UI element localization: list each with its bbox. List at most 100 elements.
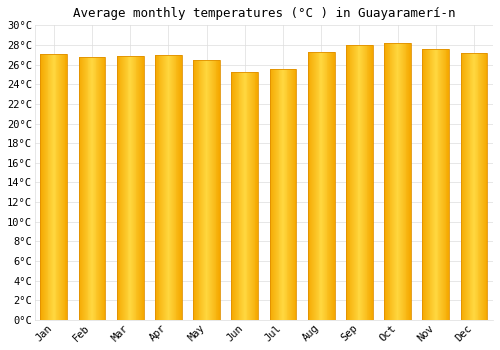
Bar	[390, 43, 392, 320]
Bar	[274, 70, 275, 320]
Bar	[164, 55, 165, 320]
Bar	[476, 53, 478, 320]
Bar	[310, 52, 312, 320]
Bar	[235, 72, 236, 320]
Bar	[58, 54, 59, 320]
Bar	[425, 49, 426, 320]
Bar	[53, 54, 54, 320]
Bar	[236, 72, 237, 320]
Bar	[326, 52, 328, 320]
Bar	[428, 49, 430, 320]
Bar	[40, 54, 67, 320]
Bar	[473, 53, 474, 320]
Bar	[102, 57, 104, 320]
Bar	[446, 49, 448, 320]
Bar	[244, 72, 245, 320]
Bar	[275, 70, 276, 320]
Bar	[363, 45, 364, 320]
Bar	[134, 56, 136, 320]
Bar	[252, 72, 253, 320]
Bar	[170, 55, 171, 320]
Bar	[366, 45, 368, 320]
Bar	[462, 53, 464, 320]
Bar	[181, 55, 182, 320]
Bar	[347, 45, 348, 320]
Bar	[292, 70, 293, 320]
Bar	[139, 56, 140, 320]
Bar	[294, 70, 296, 320]
Bar	[162, 55, 163, 320]
Bar	[442, 49, 443, 320]
Bar	[85, 57, 86, 320]
Bar	[323, 52, 324, 320]
Bar	[196, 60, 197, 320]
Bar	[132, 56, 133, 320]
Bar	[409, 43, 410, 320]
Bar	[394, 43, 395, 320]
Bar	[124, 56, 125, 320]
Bar	[434, 49, 435, 320]
Bar	[238, 72, 240, 320]
Bar	[406, 43, 408, 320]
Bar	[241, 72, 242, 320]
Bar	[395, 43, 396, 320]
Bar	[104, 57, 106, 320]
Bar	[200, 60, 201, 320]
Bar	[478, 53, 480, 320]
Bar	[168, 55, 170, 320]
Bar	[290, 70, 291, 320]
Bar	[288, 70, 289, 320]
Bar	[354, 45, 355, 320]
Bar	[248, 72, 249, 320]
Bar	[387, 43, 388, 320]
Bar	[206, 60, 208, 320]
Bar	[245, 72, 246, 320]
Bar	[346, 45, 347, 320]
Bar	[130, 56, 131, 320]
Bar	[44, 54, 45, 320]
Bar	[328, 52, 329, 320]
Bar	[98, 57, 99, 320]
Bar	[422, 49, 449, 320]
Bar	[173, 55, 174, 320]
Bar	[54, 54, 56, 320]
Bar	[484, 53, 486, 320]
Bar	[46, 54, 48, 320]
Bar	[90, 57, 91, 320]
Bar	[346, 45, 372, 320]
Bar	[213, 60, 214, 320]
Bar	[398, 43, 400, 320]
Bar	[234, 72, 235, 320]
Bar	[210, 60, 211, 320]
Bar	[208, 60, 210, 320]
Bar	[314, 52, 315, 320]
Bar	[486, 53, 488, 320]
Bar	[232, 72, 258, 320]
Bar	[396, 43, 398, 320]
Bar	[481, 53, 482, 320]
Bar	[384, 43, 385, 320]
Bar	[282, 70, 283, 320]
Bar	[433, 49, 434, 320]
Bar	[353, 45, 354, 320]
Bar	[286, 70, 288, 320]
Bar	[93, 57, 94, 320]
Bar	[133, 56, 134, 320]
Bar	[440, 49, 441, 320]
Bar	[212, 60, 213, 320]
Bar	[163, 55, 164, 320]
Bar	[475, 53, 476, 320]
Bar	[401, 43, 402, 320]
Bar	[408, 43, 409, 320]
Bar	[358, 45, 360, 320]
Bar	[203, 60, 204, 320]
Bar	[126, 56, 128, 320]
Bar	[435, 49, 436, 320]
Bar	[410, 43, 411, 320]
Bar	[460, 53, 462, 320]
Bar	[482, 53, 483, 320]
Bar	[360, 45, 361, 320]
Bar	[291, 70, 292, 320]
Bar	[254, 72, 256, 320]
Bar	[88, 57, 90, 320]
